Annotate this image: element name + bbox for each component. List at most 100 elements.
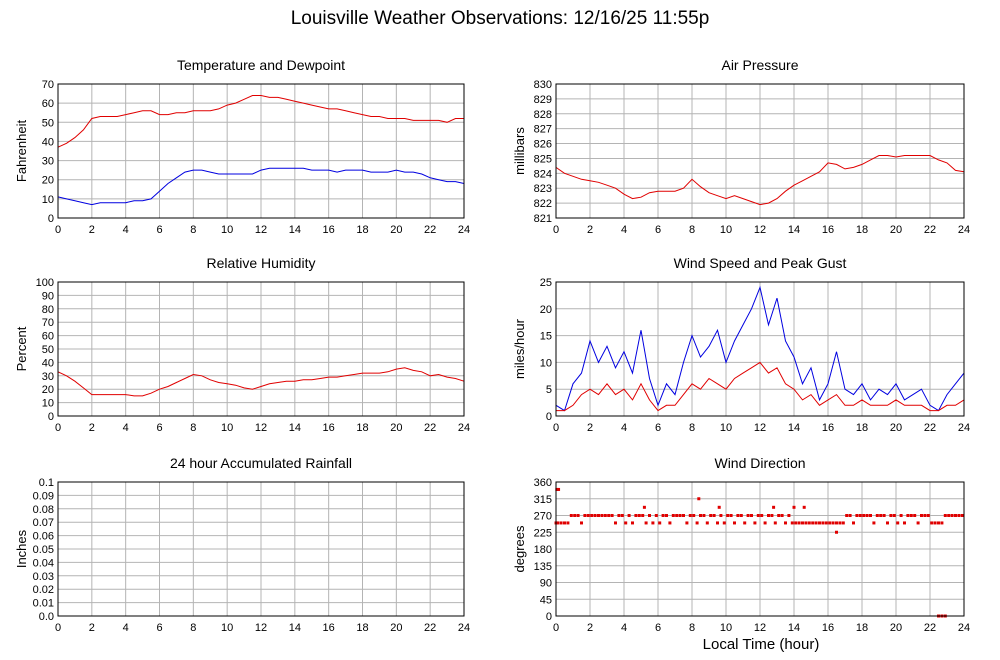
- data-point: [627, 514, 631, 517]
- x-tick-label: 14: [788, 422, 800, 434]
- data-point: [780, 514, 784, 517]
- x-tick-label: 18: [356, 224, 368, 236]
- data-point: [661, 514, 665, 517]
- y-tick-label: 0: [48, 213, 54, 225]
- y-tick-label: 0.02: [33, 584, 54, 596]
- y-tick-label: 135: [534, 561, 552, 573]
- plot-frame: [57, 281, 465, 417]
- y-tick-label: 30: [42, 371, 54, 383]
- y-tick-label: 270: [534, 511, 552, 523]
- chart-title: 24 hour Accumulated Rainfall: [170, 455, 352, 471]
- data-point: [556, 521, 560, 525]
- x-tick-label: 12: [754, 622, 766, 634]
- x-tick-label: 0: [553, 224, 559, 236]
- data-point: [610, 514, 614, 517]
- data-point: [682, 514, 685, 517]
- data-point: [702, 514, 706, 517]
- y-tick-label: 20: [42, 175, 54, 187]
- series-line-1: [57, 367, 465, 397]
- plot-frame: [555, 481, 965, 617]
- data-point: [743, 521, 747, 525]
- chart-title: Wind Direction: [714, 455, 805, 471]
- x-tick-label: 18: [356, 622, 368, 634]
- y-tick-label: 70: [42, 79, 54, 91]
- data-point: [569, 514, 573, 517]
- x-tick-label: 0: [553, 622, 559, 634]
- data-point: [658, 521, 662, 525]
- x-tick-label: 16: [822, 422, 834, 434]
- y-tick-label: 0.1: [39, 477, 54, 489]
- x-tick-label: 10: [221, 422, 233, 434]
- data-point: [695, 521, 699, 525]
- data-point: [852, 521, 855, 525]
- x-tick-label: 8: [190, 422, 196, 434]
- x-tick-label: 16: [323, 224, 335, 236]
- data-point: [772, 505, 776, 509]
- data-point: [960, 514, 964, 517]
- data-point: [580, 521, 583, 525]
- y-tick-label: 60: [42, 98, 54, 110]
- x-tick-label: 2: [587, 422, 593, 434]
- data-point: [719, 514, 723, 517]
- x-tick-label: 0: [553, 422, 559, 434]
- data-point: [637, 514, 641, 517]
- data-point: [937, 521, 940, 525]
- y-tick-label: 0.07: [33, 517, 54, 529]
- y-tick-label: 0.06: [33, 531, 54, 543]
- data-point: [566, 521, 570, 525]
- y-tick-label: 0.01: [33, 598, 54, 610]
- data-point: [926, 514, 930, 517]
- x-tick-label: 24: [458, 622, 470, 634]
- y-tick-label: 50: [42, 344, 54, 356]
- y-tick-label: 25: [540, 277, 552, 289]
- data-point: [886, 521, 889, 525]
- x-tick-label: 12: [754, 422, 766, 434]
- x-tick-label: 2: [89, 622, 95, 634]
- data-point: [865, 514, 869, 517]
- y-tick-label: 45: [540, 594, 552, 606]
- data-point: [722, 521, 726, 525]
- data-point: [756, 514, 760, 517]
- x-tick-label: 14: [788, 622, 800, 634]
- data-point: [733, 521, 736, 525]
- data-point: [642, 505, 646, 509]
- data-point: [824, 521, 828, 525]
- data-point: [920, 514, 923, 517]
- data-point: [882, 514, 886, 517]
- x-tick-label: 12: [255, 224, 267, 236]
- x-tick-label: 8: [689, 422, 695, 434]
- x-tick-label: 18: [856, 224, 868, 236]
- data-point: [892, 514, 896, 517]
- data-point: [753, 521, 757, 525]
- x-tick-label: 2: [587, 224, 593, 236]
- x-tick-label: 20: [390, 622, 402, 634]
- data-point: [557, 487, 561, 491]
- x-tick-label: 24: [458, 224, 470, 236]
- data-point: [802, 505, 806, 509]
- x-tick-label: 6: [156, 622, 162, 634]
- data-point: [675, 514, 679, 517]
- plot-frame: [555, 83, 965, 219]
- data-point: [909, 514, 913, 517]
- x-tick-label: 18: [856, 422, 868, 434]
- series-line-1: [555, 155, 965, 206]
- x-tick-label: 10: [720, 224, 732, 236]
- data-point: [620, 514, 624, 517]
- data-point: [906, 514, 910, 517]
- data-point: [923, 514, 927, 517]
- y-tick-label: 830: [534, 79, 552, 91]
- data-point: [954, 514, 957, 517]
- data-point: [790, 521, 794, 525]
- y-tick-label: 20: [42, 384, 54, 396]
- y-tick-label: 90: [540, 578, 552, 590]
- data-point: [590, 514, 594, 517]
- data-point: [899, 514, 903, 517]
- series-line-1: [555, 285, 965, 412]
- data-point: [634, 514, 638, 517]
- data-point: [705, 521, 709, 525]
- data-point: [784, 521, 787, 525]
- y-tick-label: 822: [534, 198, 552, 210]
